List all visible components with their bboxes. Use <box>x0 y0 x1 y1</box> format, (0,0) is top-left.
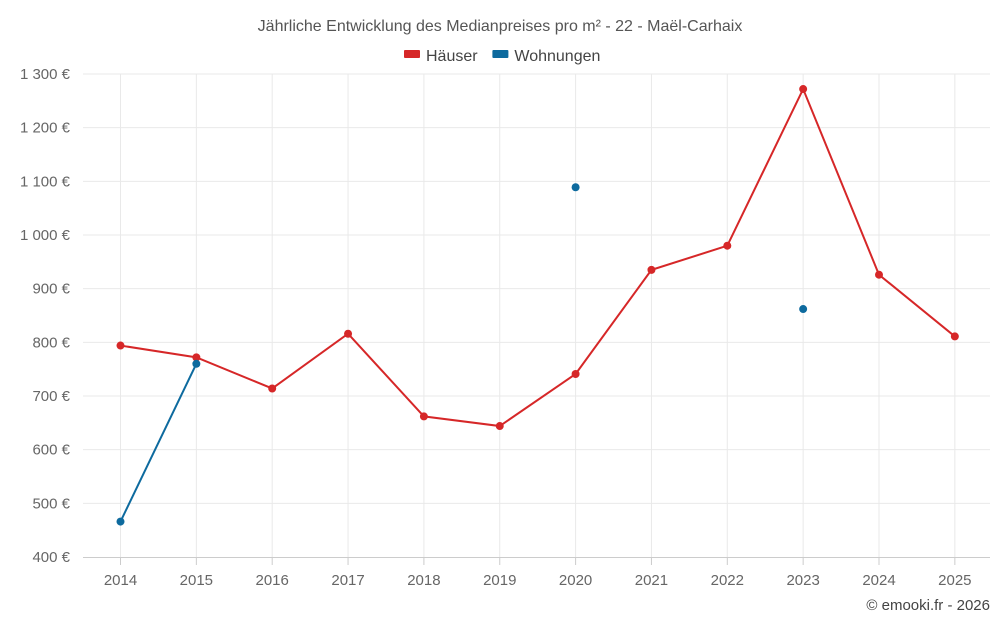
data-point[interactable] <box>116 341 125 350</box>
y-tick-label: 600 € <box>32 442 70 459</box>
y-tick-label: 1 000 € <box>20 227 71 244</box>
x-tick-label: 2015 <box>180 572 213 589</box>
data-point[interactable] <box>192 353 201 362</box>
y-tick-label: 1 200 € <box>20 120 71 137</box>
legend-label: Wohnungen <box>514 48 600 65</box>
data-point[interactable] <box>571 369 580 378</box>
y-axis-tick-labels: 400 € 500 € 600 € 700 € 800 € 900 € 1 000 € 1 1… <box>20 66 71 566</box>
y-tick-label: 700 € <box>32 388 70 405</box>
y-tick-label: 800 € <box>32 334 70 351</box>
x-tick-label: 2020 <box>559 572 592 589</box>
credit-text: © emooki.fr - 2026 <box>866 597 990 614</box>
x-tick-label: 2024 <box>862 572 895 589</box>
y-gridlines <box>83 73 990 504</box>
x-tick-label: 2014 <box>104 572 137 589</box>
series-layer <box>116 85 959 526</box>
x-tick-label: 2023 <box>786 572 819 589</box>
data-point[interactable] <box>116 517 125 526</box>
series-wohnungen <box>116 183 808 526</box>
legend-item-haeuser[interactable]: Häuser <box>404 48 478 65</box>
data-point[interactable] <box>495 422 504 431</box>
x-tick-label: 2021 <box>635 572 668 589</box>
y-tick-label: 500 € <box>32 495 70 512</box>
data-point[interactable] <box>799 305 808 314</box>
x-gridlines <box>120 74 956 565</box>
chart-title: Jährliche Entwicklung des Medianpreises … <box>258 18 743 35</box>
legend-swatch <box>404 50 420 58</box>
y-tick-label: 1 300 € <box>20 66 71 83</box>
legend-item-wohnungen[interactable]: Wohnungen <box>492 48 600 65</box>
x-tick-label: 2016 <box>256 572 289 589</box>
y-tick-label: 1 100 € <box>20 173 71 190</box>
data-point[interactable] <box>419 412 428 421</box>
data-point[interactable] <box>875 270 883 279</box>
series-line <box>119 363 198 523</box>
data-point[interactable] <box>723 241 732 250</box>
series-line <box>120 86 956 428</box>
x-tick-label: 2019 <box>483 572 516 589</box>
data-point[interactable] <box>268 384 277 393</box>
legend-label: Häuser <box>426 48 478 65</box>
x-axis-tick-labels: 2014 2015 2016 2017 2018 2019 2020 2021 2022 2023… <box>104 572 972 589</box>
data-point[interactable] <box>192 359 201 368</box>
y-tick-label: 900 € <box>32 281 70 298</box>
data-point[interactable] <box>571 183 580 192</box>
legend: Häuser Wohnungen <box>404 48 600 65</box>
series-haeuser <box>116 85 959 431</box>
x-tick-label: 2025 <box>938 572 971 589</box>
x-tick-label: 2018 <box>407 572 440 589</box>
data-point[interactable] <box>799 85 808 94</box>
x-tick-label: 2022 <box>711 572 744 589</box>
x-tick-label: 2017 <box>331 572 364 589</box>
data-point[interactable] <box>647 265 656 274</box>
y-tick-label: 400 € <box>32 549 70 566</box>
data-point[interactable] <box>344 329 353 338</box>
data-point[interactable] <box>950 332 959 341</box>
legend-swatch <box>492 50 509 58</box>
